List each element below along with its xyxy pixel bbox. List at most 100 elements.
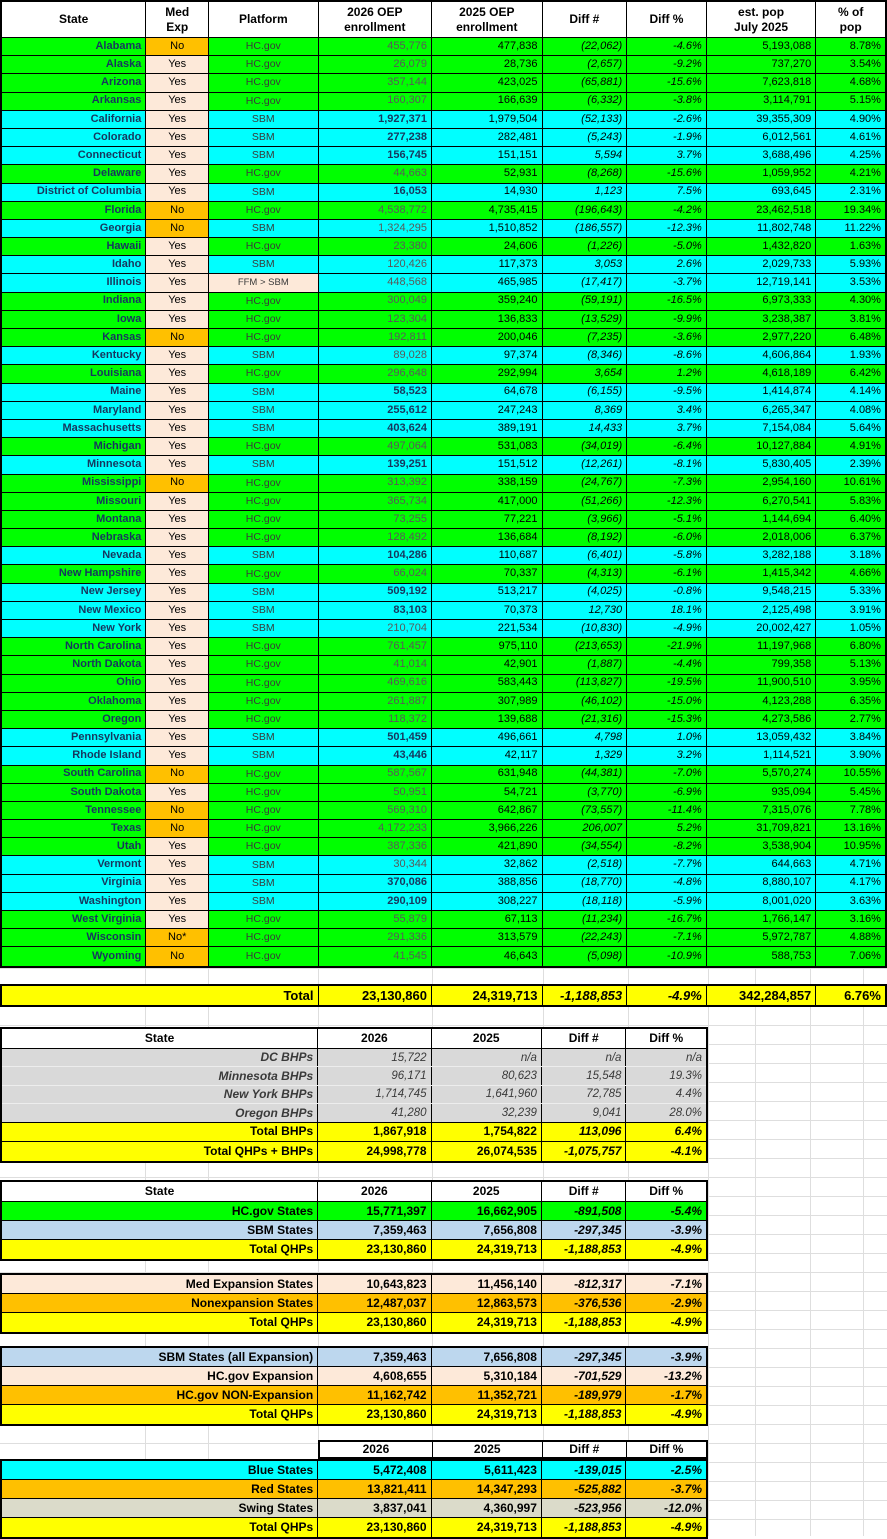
column-header[interactable]: 2025 (432, 1442, 543, 1457)
summary-2025-cell[interactable]: 24,319,713 (431, 1240, 542, 1259)
diff-number-cell[interactable]: (34,554) (542, 838, 628, 856)
diff-number-cell[interactable]: 8,369 (542, 401, 628, 419)
pct-of-pop-cell[interactable]: 4.14% (816, 383, 885, 401)
enrollment-2025-cell[interactable]: 307,989 (432, 692, 543, 710)
summary-2026-cell[interactable]: 5,472,408 (318, 1461, 432, 1479)
diff-number-cell[interactable]: (6,401) (542, 547, 628, 565)
summary-diff-cell[interactable]: -891,508 (541, 1202, 627, 1220)
platform-cell[interactable]: HC.gov (209, 529, 319, 547)
diff-number-cell[interactable]: (4,025) (542, 583, 628, 601)
platform-cell[interactable]: SBM (209, 892, 319, 910)
summary-2025-cell[interactable]: 14,347,293 (431, 1480, 542, 1498)
enrollment-2026-cell[interactable]: 469,616 (318, 674, 433, 692)
med-exp-cell[interactable]: Yes (146, 565, 210, 583)
enrollment-2026-cell[interactable]: 569,310 (318, 801, 433, 820)
diff-number-cell[interactable]: (65,881) (542, 74, 628, 92)
state-cell[interactable]: Idaho (2, 256, 147, 274)
enrollment-2026-cell[interactable]: 509,192 (318, 583, 433, 601)
enrollment-2026-cell[interactable]: 448,568 (318, 274, 433, 292)
enrollment-2025-cell[interactable]: 200,046 (432, 329, 543, 347)
diff-number-cell[interactable]: (1,226) (542, 238, 628, 256)
platform-cell[interactable]: HC.gov (209, 329, 319, 347)
est-pop-cell[interactable]: 1,766,147 (706, 911, 817, 929)
enrollment-2026-cell[interactable]: 26,079 (318, 56, 433, 74)
summary-2025-cell[interactable]: 5,611,423 (431, 1461, 542, 1479)
state-cell[interactable]: Arkansas (2, 92, 147, 110)
enrollment-2025-cell[interactable]: 496,661 (432, 729, 543, 747)
pct-of-pop-cell[interactable]: 4.30% (816, 292, 885, 310)
summary-2026-cell[interactable]: 23,130,860 (318, 1240, 432, 1259)
diff-number-cell[interactable]: 1,123 (542, 183, 628, 201)
diff-percent-cell[interactable]: -4.8% (627, 874, 707, 892)
enrollment-2026-cell[interactable]: 4,172,233 (318, 820, 433, 838)
diff-percent-cell[interactable]: -2.6% (627, 110, 707, 128)
enrollment-2026-cell[interactable]: 291,336 (318, 929, 433, 947)
column-header[interactable]: Diff # (542, 1442, 627, 1457)
state-cell[interactable]: Montana (2, 510, 147, 529)
est-pop-cell[interactable]: 3,688,496 (706, 147, 817, 165)
med-exp-cell[interactable]: Yes (146, 383, 210, 401)
est-pop-cell[interactable]: 1,114,521 (706, 747, 817, 765)
pct-of-pop-cell[interactable]: 8.78% (816, 38, 885, 56)
diff-percent-cell[interactable]: -16.7% (627, 911, 707, 929)
diff-number-cell[interactable]: (18,770) (542, 874, 628, 892)
state-cell[interactable]: Alabama (2, 38, 147, 56)
est-pop-cell[interactable]: 6,270,541 (706, 492, 817, 510)
med-exp-cell[interactable]: No (146, 329, 210, 347)
summary-label-cell[interactable]: Total BHPs (2, 1122, 319, 1141)
state-cell[interactable]: Wisconsin (2, 929, 147, 947)
enrollment-2025-cell[interactable]: 1,979,504 (432, 110, 543, 128)
state-cell[interactable]: North Carolina (2, 638, 147, 656)
column-header[interactable]: 2026 (318, 1182, 432, 1201)
est-pop-cell[interactable]: 11,197,968 (706, 638, 817, 656)
med-exp-cell[interactable]: Yes (146, 419, 210, 438)
pct-of-pop-cell[interactable]: 4.66% (816, 565, 885, 583)
diff-percent-cell[interactable]: -7.0% (627, 765, 707, 783)
summary-diff-cell[interactable]: -297,345 (541, 1221, 627, 1239)
summary-label-cell[interactable]: Red States (2, 1480, 319, 1498)
enrollment-2025-cell[interactable]: 151,512 (432, 456, 543, 474)
diff-percent-cell[interactable]: -9.5% (627, 383, 707, 401)
summary-diff-cell[interactable]: -189,979 (541, 1386, 627, 1404)
est-pop-cell[interactable]: 12,719,141 (706, 274, 817, 292)
med-exp-cell[interactable]: Yes (146, 110, 210, 128)
platform-cell[interactable]: SBM (209, 729, 319, 747)
summary-2026-cell[interactable]: 41,280 (318, 1104, 432, 1122)
column-header[interactable]: 2026 (318, 1029, 432, 1048)
summary-diff-cell[interactable]: 72,785 (541, 1085, 627, 1104)
state-cell[interactable]: New York (2, 620, 147, 638)
diff-percent-cell[interactable]: -5.1% (627, 510, 707, 529)
platform-cell[interactable]: HC.gov (209, 510, 319, 529)
enrollment-2025-cell[interactable]: 308,227 (432, 892, 543, 910)
enrollment-2025-cell[interactable]: 631,948 (432, 765, 543, 783)
state-cell[interactable]: Maine (2, 383, 147, 401)
enrollment-2026-cell[interactable]: 55,879 (318, 911, 433, 929)
pct-of-pop-cell[interactable]: 1.93% (816, 347, 885, 365)
est-pop-cell[interactable]: 11,802,748 (706, 219, 817, 238)
enrollment-2026-cell[interactable]: 1,927,371 (318, 110, 433, 128)
summary-diff-pct-cell[interactable]: -7.1% (626, 1275, 706, 1293)
pct-of-pop-cell[interactable]: 2.31% (816, 183, 885, 201)
est-pop-cell[interactable]: 6,265,347 (706, 401, 817, 419)
diff-number-cell[interactable]: (44,381) (542, 765, 628, 783)
state-cell[interactable]: West Virginia (2, 911, 147, 929)
summary-2026-cell[interactable]: 1,714,745 (318, 1085, 432, 1104)
enrollment-2025-cell[interactable]: 389,191 (432, 419, 543, 438)
est-pop-cell[interactable]: 10,127,884 (706, 438, 817, 456)
platform-cell[interactable]: HC.gov (209, 783, 319, 801)
est-pop-cell[interactable]: 3,538,904 (706, 838, 817, 856)
summary-diff-cell[interactable]: -812,317 (541, 1275, 627, 1293)
med-exp-cell[interactable]: Yes (146, 638, 210, 656)
diff-percent-cell[interactable]: -4.2% (627, 201, 707, 219)
enrollment-2026-cell[interactable]: 160,307 (318, 92, 433, 110)
enrollment-2026-cell[interactable]: 89,028 (318, 347, 433, 365)
med-exp-cell[interactable]: Yes (146, 583, 210, 601)
summary-diff-cell[interactable]: -1,075,757 (541, 1141, 627, 1161)
state-cell[interactable]: Arizona (2, 74, 147, 92)
enrollment-2026-cell[interactable]: 357,144 (318, 74, 433, 92)
diff-percent-cell[interactable]: 3.7% (627, 419, 707, 438)
med-exp-cell[interactable]: Yes (146, 238, 210, 256)
est-pop-cell[interactable]: 8,880,107 (706, 874, 817, 892)
summary-diff-pct-cell[interactable]: -4.9% (626, 1405, 706, 1424)
pct-of-pop-cell[interactable]: 3.18% (816, 547, 885, 565)
